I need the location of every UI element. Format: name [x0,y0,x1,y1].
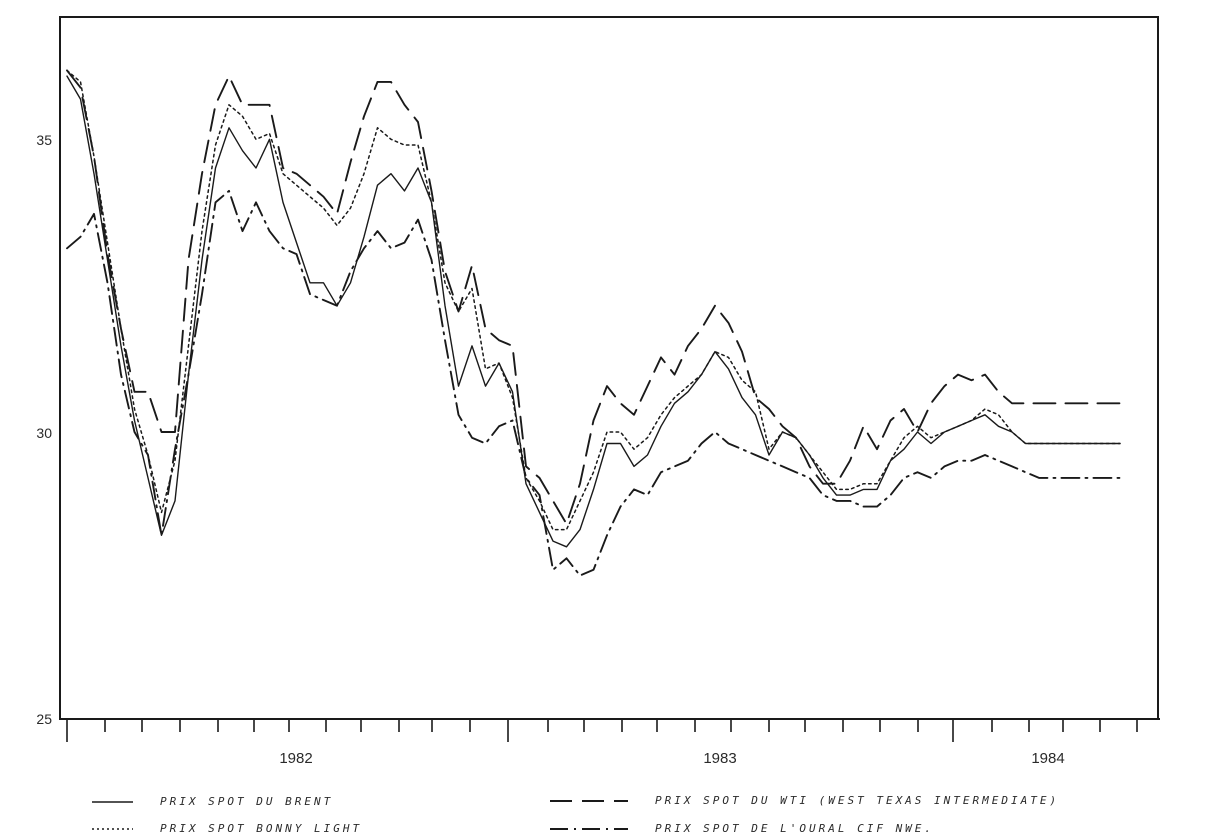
y-tick-label: 30 [36,425,52,441]
legend-item-brent: PRIX SPOT DU BRENT [92,795,333,808]
x-axis: 1982 1983 1984 [60,718,1160,767]
y-tick-label: 25 [36,711,52,727]
legend-item-wti: PRIX SPOT DU WTI (WEST TEXAS INTERMEDIAT… [550,794,1059,807]
series-line-dash-dot [66,189,1121,577]
x-year-label: 1982 [279,750,312,767]
legend-item-oural: PRIX SPOT DE L'OURAL CIF NWE. [550,822,934,835]
series-layer [66,69,1121,577]
y-axis: 25 30 35 [36,132,52,727]
legend-label: PRIX SPOT DU WTI (WEST TEXAS INTERMEDIAT… [655,794,1059,807]
series-line-dashed [66,69,1121,525]
legend-label: PRIX SPOT DU BRENT [160,795,333,808]
legend: PRIX SPOT DU BRENT PRIX SPOT BONNY LIGHT… [92,794,1059,835]
plot-frame [59,16,1159,720]
y-tick-label: 35 [36,132,52,148]
legend-item-bonny: PRIX SPOT BONNY LIGHT [92,822,362,835]
x-year-label: 1983 [703,750,736,767]
legend-label: PRIX SPOT DE L'OURAL CIF NWE. [655,822,934,835]
legend-label: PRIX SPOT BONNY LIGHT [160,822,362,835]
series-line-dotted [66,69,1121,531]
x-year-label: 1984 [1031,750,1064,767]
x-ticks [66,719,1138,742]
series-line-solid [66,75,1121,548]
